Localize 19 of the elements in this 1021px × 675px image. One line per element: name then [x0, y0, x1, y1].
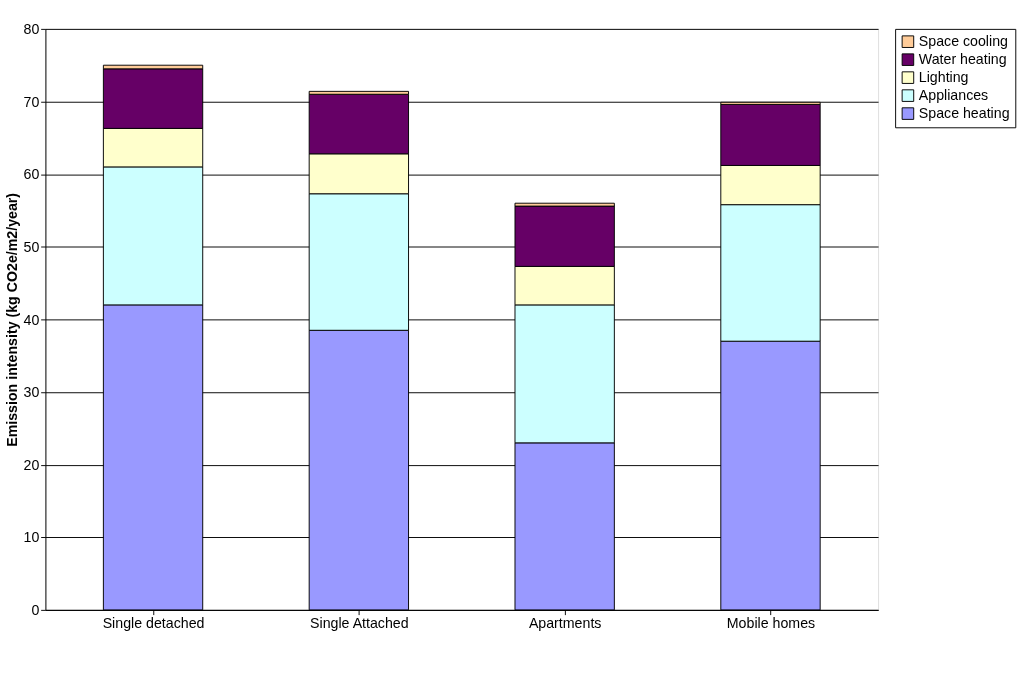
- y-tick-label: 30: [23, 384, 40, 401]
- y-axis-title: Emission intensity (kg CO2e/m2/year): [3, 192, 20, 447]
- x-tick-label: Mobile homes: [726, 615, 816, 632]
- x-tick-label: Apartments: [528, 615, 602, 632]
- legend-label: Lighting: [918, 69, 969, 86]
- legend-label: Appliances: [918, 87, 989, 104]
- y-tick-label: 60: [23, 166, 40, 183]
- legend-label: Water heating: [918, 51, 1007, 68]
- legend-label: Space cooling: [918, 33, 1008, 50]
- y-tick-label: 10: [23, 529, 40, 546]
- y-tick-label: 70: [23, 93, 40, 110]
- y-tick-label: 40: [23, 311, 40, 328]
- y-tick-label: 80: [23, 21, 40, 38]
- legend-label: Space heating: [918, 105, 1010, 122]
- y-tick-label: 50: [23, 238, 40, 255]
- y-tick-label: 20: [23, 456, 40, 473]
- y-tick-label: 0: [31, 602, 40, 619]
- x-tick-label: Single Attached: [310, 615, 409, 632]
- x-tick-label: Single detached: [102, 615, 205, 632]
